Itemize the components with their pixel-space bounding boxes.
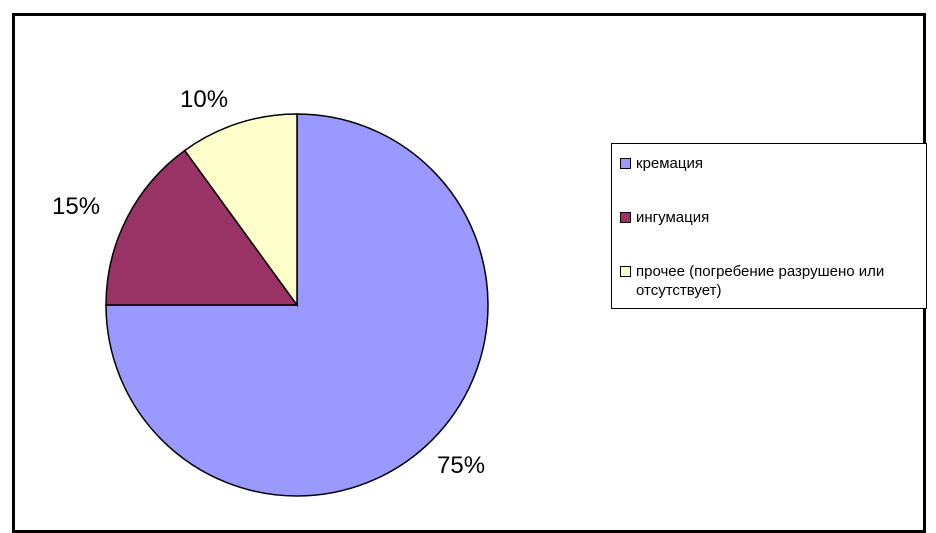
- slice-label-inhumation: 15%: [52, 193, 100, 220]
- pie-slices: [105, 113, 489, 497]
- legend-item-inhumation: ингумация: [620, 208, 916, 227]
- legend-swatch-inhumation: [620, 212, 631, 223]
- legend-label-inhumation: ингумация: [636, 209, 710, 226]
- pie-slice-inhumation: [105, 149, 299, 306]
- chart-legend: кремация ингумация прочее (погребение ра…: [611, 143, 927, 309]
- legend-label-cremation: кремация: [636, 155, 703, 172]
- legend-item-cremation: кремация: [620, 154, 916, 173]
- pie-chart: 75% 15% 10%: [52, 86, 489, 497]
- legend-label-other: прочее (погребение разрушено или отсутст…: [636, 263, 885, 299]
- legend-item-other: прочее (погребение разрушено или отсутст…: [620, 262, 916, 300]
- legend-swatch-other: [620, 266, 631, 277]
- pie-slice-cremation: [105, 113, 489, 497]
- pie-labels: 75% 15% 10%: [52, 86, 485, 479]
- legend-swatch-cremation: [620, 158, 631, 169]
- pie-slice-other: [183, 113, 298, 308]
- slice-label-other: 10%: [180, 86, 228, 113]
- slice-label-cremation: 75%: [437, 452, 485, 479]
